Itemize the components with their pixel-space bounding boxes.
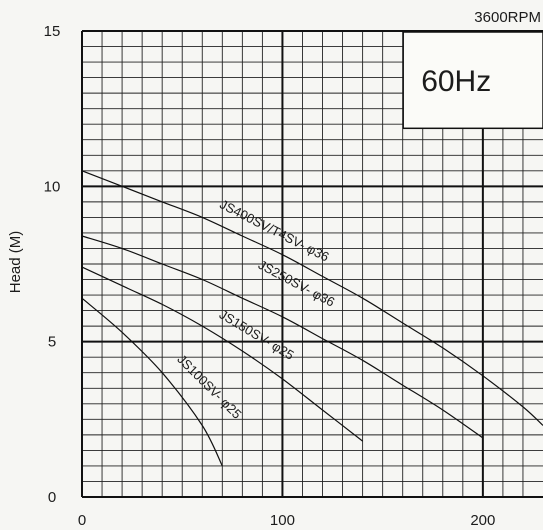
y-tick-label-2: 10 [44,178,61,195]
series-lines [81,170,543,467]
frequency-box-bg [402,31,543,130]
x-tick-label-1: 100 [270,512,295,529]
y-tick-label-3: 15 [44,23,61,40]
frequency-box [402,31,543,130]
rpm-label: 3600RPM [474,9,541,26]
series-label-1: JS250SV- φ36 [256,257,337,310]
series-line-2 [81,266,363,442]
series-label-3: JS100SV- φ25 [174,352,244,422]
x-tick-label-0: 0 [78,512,86,529]
series-label-0: JS400SV/T4SV- φ36 [217,196,331,264]
series-line-0 [81,170,543,426]
series-line-1 [81,235,484,439]
y-axis-title: Head (M) [7,231,24,294]
x-tick-label-2: 200 [470,512,495,529]
plot-frame [81,30,543,498]
y-tick-label-1: 5 [48,334,56,351]
y-tick-label-0: 0 [48,489,56,506]
series-label-2: JS150SV- φ25 [217,307,297,363]
frequency-label: 60Hz [421,65,491,98]
tick-labels: 0 5 10 15 0 100 200 [44,23,496,529]
series-line-3 [81,297,223,467]
